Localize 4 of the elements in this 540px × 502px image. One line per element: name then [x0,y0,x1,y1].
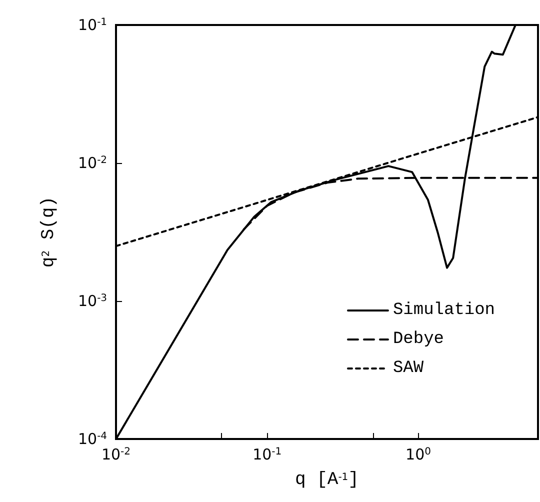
legend-label: Debye [392,330,444,349]
legend-label: SAW [392,359,424,378]
y-axis-title: q2 S(q) [39,196,59,268]
legend-label: Simulation [392,301,496,320]
